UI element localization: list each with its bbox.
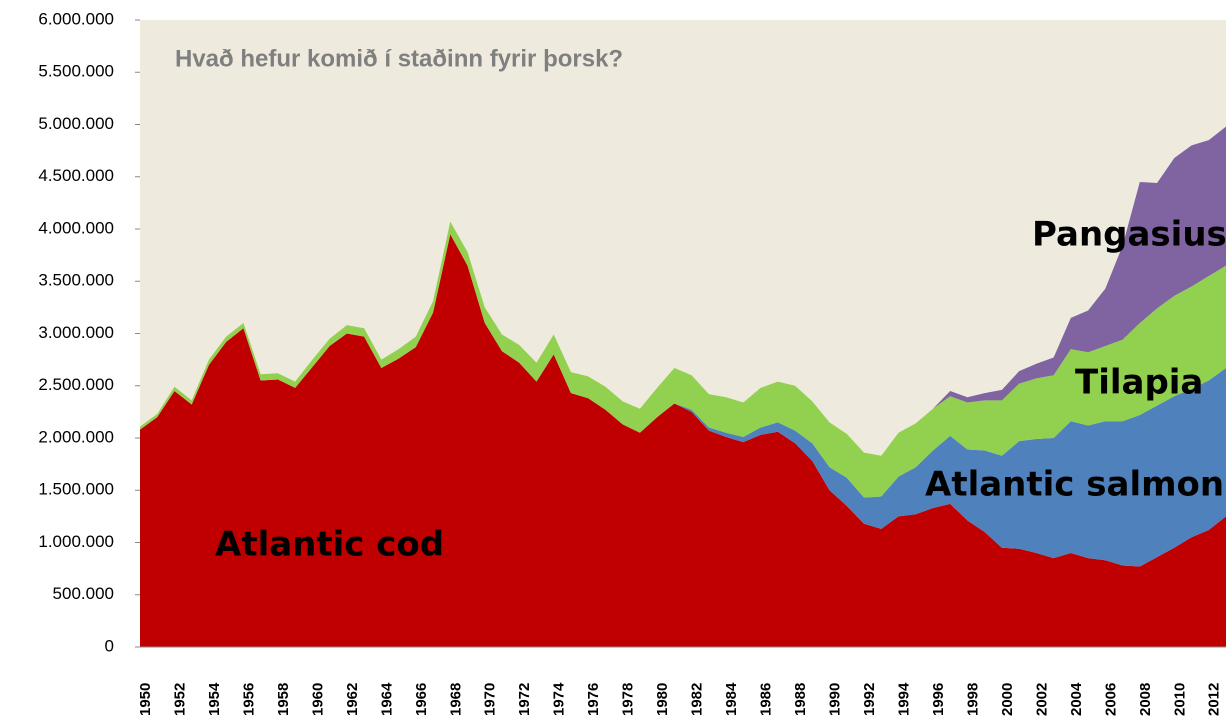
x-tick-label: 1958: [275, 683, 292, 716]
y-tick-label: 6.000.000: [38, 9, 114, 28]
y-tick-label: 0: [105, 636, 114, 655]
x-tick-label: 1966: [413, 683, 430, 716]
x-tick-label: 1952: [171, 683, 188, 716]
x-tick-label: 1980: [654, 683, 671, 716]
x-tick-label: 1976: [585, 683, 602, 716]
x-tick-label: 2000: [999, 683, 1016, 716]
x-tick-label: 1988: [792, 683, 809, 716]
x-tick-label: 1982: [689, 683, 706, 716]
y-tick-label: 5.000.000: [38, 114, 114, 133]
y-tick-label: 4.500.000: [38, 166, 114, 185]
x-tick-label: 1978: [620, 683, 637, 716]
series-label: Tilapia: [1075, 363, 1203, 403]
area: [140, 234, 1226, 567]
area: [140, 234, 1226, 647]
y-tick-label: 2.000.000: [38, 427, 114, 446]
x-tick-label: 1960: [309, 683, 326, 716]
x-tick-label: 1970: [482, 683, 499, 716]
x-tick-label: 1972: [516, 683, 533, 716]
x-tick-label: 2008: [1137, 683, 1154, 716]
x-tick-label: 1974: [551, 682, 568, 716]
x-tick-label: 1998: [964, 683, 981, 716]
x-tick-label: 2004: [1068, 682, 1085, 716]
x-tick-label: 1986: [758, 683, 775, 716]
y-tick-label: 2.500.000: [38, 375, 114, 394]
x-tick-label: 1950: [137, 683, 154, 716]
x-tick-label: 1994: [895, 682, 912, 716]
y-tick-label: 4.000.000: [38, 218, 114, 237]
area: [140, 221, 1226, 498]
x-tick-label: 2012: [1206, 683, 1223, 716]
x-tick-label: 1992: [861, 683, 878, 716]
y-tick-label: 5.500.000: [38, 62, 114, 81]
x-tick-label: 1962: [344, 683, 361, 716]
x-tick-label: 1964: [378, 682, 395, 716]
series-label: Atlantic cod: [215, 525, 444, 565]
chart-title: Hvað hefur komið í staðinn fyrir þorsk?: [175, 45, 623, 72]
x-tick-label: 1968: [447, 683, 464, 716]
series-label: Pangasius: [1032, 215, 1226, 255]
y-tick-label: 1.500.000: [38, 480, 114, 499]
x-tick-label: 1954: [206, 682, 223, 716]
y-tick-label: 500.000: [53, 584, 114, 603]
x-tick-label: 2010: [1171, 683, 1188, 716]
y-tick-label: 1.000.000: [38, 532, 114, 551]
x-tick-label: 1996: [930, 683, 947, 716]
x-tick-label: 1990: [826, 683, 843, 716]
y-tick-label: 3.500.000: [38, 271, 114, 290]
y-tick-label: 3.000.000: [38, 323, 114, 342]
series-label: Atlantic salmon: [925, 465, 1224, 505]
x-tick-label: 1984: [723, 682, 740, 716]
x-tick-label: 1956: [240, 683, 257, 716]
x-tick-label: 2006: [1102, 683, 1119, 716]
x-tick-label: 2002: [1033, 683, 1050, 716]
